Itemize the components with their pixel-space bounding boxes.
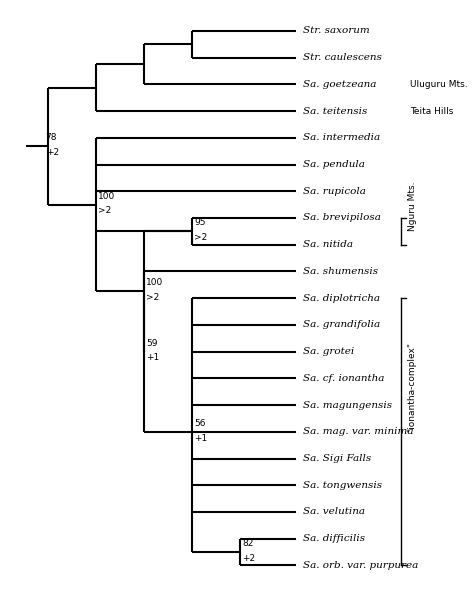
Text: Sa. brevipilosa: Sa. brevipilosa — [303, 213, 381, 222]
Text: "ionantha-complex": "ionantha-complex" — [408, 342, 417, 432]
Text: Sa. cf. ionantha: Sa. cf. ionantha — [303, 374, 384, 383]
Text: >2: >2 — [146, 293, 159, 302]
Text: 100: 100 — [98, 191, 115, 200]
Text: >2: >2 — [194, 233, 207, 242]
Text: Sa. magungensis: Sa. magungensis — [303, 401, 392, 410]
Text: Sa. shumensis: Sa. shumensis — [303, 267, 378, 276]
Text: 56: 56 — [194, 419, 205, 428]
Text: Nguru Mts.: Nguru Mts. — [408, 182, 417, 231]
Text: Sa. Sigi Falls: Sa. Sigi Falls — [303, 454, 371, 463]
Text: +1: +1 — [146, 353, 159, 362]
Text: Sa. tongwensis: Sa. tongwensis — [303, 480, 382, 490]
Text: Str. saxorum: Str. saxorum — [303, 27, 370, 35]
Text: 82: 82 — [242, 539, 253, 548]
Text: Sa. nitida: Sa. nitida — [303, 240, 353, 249]
Text: Sa. difficilis: Sa. difficilis — [303, 534, 365, 543]
Text: Sa. diplotricha: Sa. diplotricha — [303, 294, 380, 303]
Text: 78: 78 — [46, 133, 57, 142]
Text: 59: 59 — [146, 339, 157, 348]
Text: Sa. mag. var. minima: Sa. mag. var. minima — [303, 427, 413, 436]
Text: Sa. rupicola: Sa. rupicola — [303, 187, 366, 196]
Text: Uluguru Mts.: Uluguru Mts. — [410, 80, 467, 89]
Text: Sa. grotei: Sa. grotei — [303, 347, 354, 356]
Text: 95: 95 — [194, 218, 205, 228]
Text: Sa. teitensis: Sa. teitensis — [303, 106, 367, 116]
Text: Teita Hills: Teita Hills — [410, 106, 453, 116]
Text: Sa. orb. var. purpurea: Sa. orb. var. purpurea — [303, 561, 418, 570]
Text: >2: >2 — [98, 206, 111, 215]
Text: +1: +1 — [194, 434, 207, 443]
Text: Sa. pendula: Sa. pendula — [303, 160, 365, 169]
Text: Sa. goetzeana: Sa. goetzeana — [303, 80, 376, 89]
Text: +2: +2 — [46, 148, 59, 157]
Text: +2: +2 — [242, 554, 255, 563]
Text: Sa. velutina: Sa. velutina — [303, 508, 365, 517]
Text: Sa. grandifolia: Sa. grandifolia — [303, 320, 380, 329]
Text: Str. caulescens: Str. caulescens — [303, 53, 382, 62]
Text: 100: 100 — [146, 278, 163, 287]
Text: Sa. intermedia: Sa. intermedia — [303, 134, 380, 142]
